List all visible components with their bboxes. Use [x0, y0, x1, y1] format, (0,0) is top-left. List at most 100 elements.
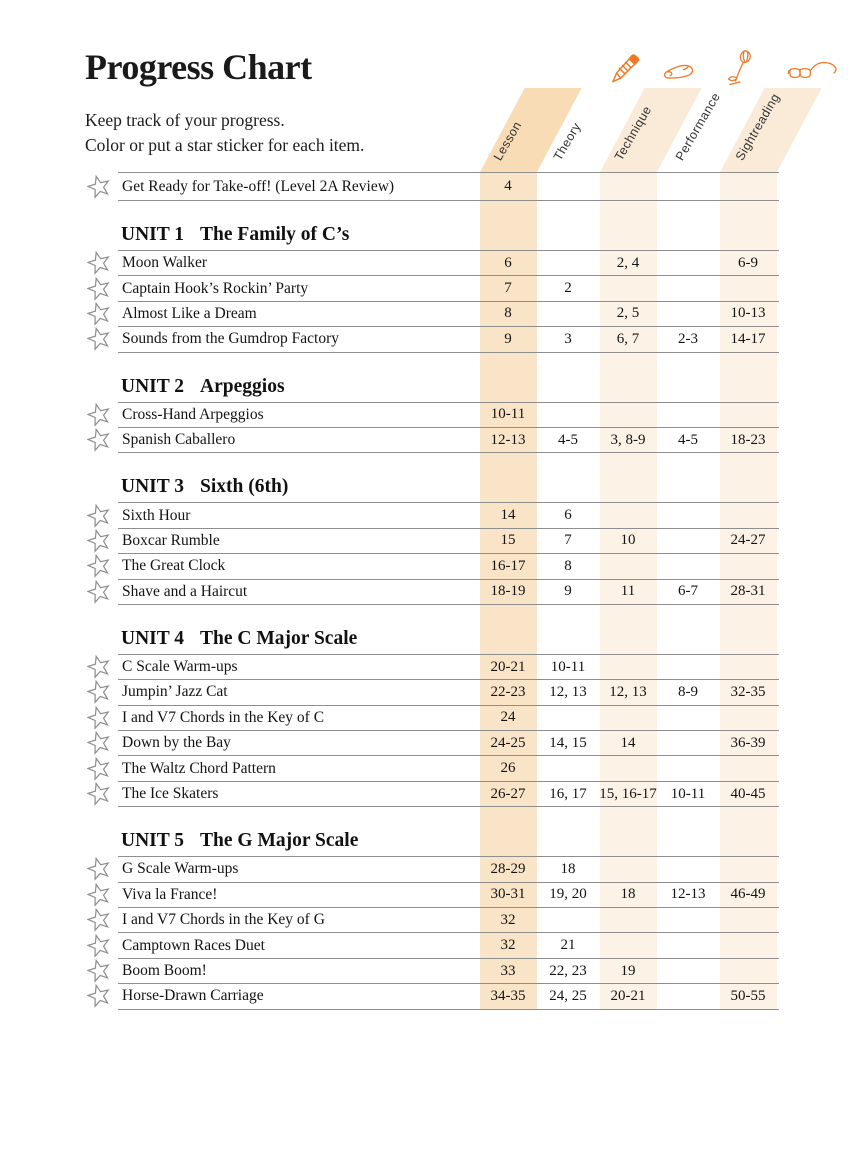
table-row: Camptown Races Duet 32 21 [86, 933, 780, 959]
cell-performance [657, 984, 720, 1008]
table-row: Boom Boom! 33 22, 23 19 [86, 958, 779, 985]
cell-lesson: 34-35 [490, 987, 526, 1004]
star-icon[interactable] [86, 554, 111, 579]
cell-sightreading: 40-45 [730, 785, 766, 802]
cell-performance [657, 756, 720, 780]
star-icon[interactable] [86, 503, 111, 528]
table-row: Captain Hook’s Rockin’ Party 7 2 [86, 276, 779, 302]
cell-technique [597, 655, 660, 679]
star-icon[interactable] [86, 654, 111, 679]
row-title: Boom Boom! [122, 962, 207, 979]
column-band-lesson [480, 172, 537, 1009]
row-title: The Ice Skaters [122, 785, 219, 803]
star-icon[interactable] [86, 907, 111, 933]
cell-theory: 8 [564, 557, 572, 574]
star-icon[interactable] [86, 705, 111, 730]
star-icon[interactable] [86, 680, 111, 705]
unit-name: Sixth (6th) [200, 476, 289, 498]
table-row: I and V7 Chords in the Key of C 24 [86, 705, 779, 732]
star-icon[interactable] [86, 276, 111, 301]
cell-theory: 3 [564, 330, 572, 347]
cell-technique [597, 706, 660, 730]
row-title: I and V7 Chords in the Key of C [122, 708, 325, 726]
cell-sightreading: 14-17 [730, 330, 766, 347]
cell-technique: 14 [620, 734, 636, 751]
cell-performance: 6-7 [678, 583, 698, 600]
star-icon[interactable] [86, 427, 111, 453]
cell-performance [657, 908, 720, 932]
flower-icon [727, 49, 753, 87]
table-row: Get Ready for Take-off! (Level 2A Review… [86, 173, 779, 201]
cell-lesson: 26-27 [490, 785, 526, 802]
cell-sightreading [717, 908, 780, 932]
star-icon[interactable] [86, 756, 111, 781]
cell-theory [537, 756, 600, 780]
cell-theory: 16, 17 [549, 785, 587, 802]
cell-lesson: 7 [504, 280, 512, 297]
unit-header: UNIT 1 The Family of C’s [118, 201, 779, 251]
cell-theory: 2 [564, 280, 572, 297]
cell-theory: 19, 20 [549, 886, 587, 903]
star-icon[interactable] [86, 402, 111, 427]
hand-icon [662, 58, 696, 83]
cell-theory [537, 251, 600, 275]
cell-theory: 14, 15 [549, 734, 587, 751]
unit-header: UNIT 5 The G Major Scale [118, 807, 779, 858]
cell-technique: 12, 13 [609, 683, 647, 700]
star-icon[interactable] [86, 984, 111, 1009]
page-title: Progress Chart [85, 47, 312, 87]
cell-sightreading [717, 503, 780, 527]
cell-theory: 10-11 [550, 658, 586, 675]
row-title: The Waltz Chord Pattern [122, 759, 276, 777]
table-row: Boxcar Rumble 15 7 10 24-27 [86, 528, 779, 555]
cell-sightreading: 46-49 [730, 886, 766, 903]
cell-theory: 18 [560, 860, 576, 877]
row-title: Viva la France! [122, 885, 218, 903]
unit-header: UNIT 3 Sixth (6th) [118, 453, 779, 504]
cell-lesson: 12-13 [490, 431, 526, 448]
star-icon[interactable] [86, 882, 111, 907]
cell-theory: 9 [564, 583, 572, 600]
unit-label: UNIT 1 [121, 224, 185, 245]
unit-name: Arpeggios [200, 375, 285, 397]
cell-performance [657, 554, 720, 578]
star-icon[interactable] [86, 579, 111, 604]
star-icon[interactable] [86, 857, 111, 882]
cell-lesson: 18-19 [490, 583, 526, 600]
star-icon[interactable] [86, 781, 111, 806]
star-icon[interactable] [86, 250, 111, 276]
cell-performance: 2-3 [678, 330, 698, 347]
cell-sightreading [717, 756, 780, 780]
star-icon[interactable] [86, 958, 111, 983]
cell-performance: 12-13 [670, 886, 706, 903]
unit-name: The G Major Scale [200, 830, 359, 852]
star-icon[interactable] [86, 327, 111, 352]
cell-sightreading: 32-35 [730, 683, 766, 700]
row-title: G Scale Warm-ups [122, 860, 239, 878]
table-row: I and V7 Chords in the Key of G 32 [86, 907, 780, 934]
cell-lesson: 32 [500, 937, 516, 954]
star-icon[interactable] [86, 528, 111, 553]
table-row: The Waltz Chord Pattern 26 [86, 756, 780, 782]
star-icon[interactable] [86, 301, 111, 326]
cell-theory: 24, 25 [549, 987, 587, 1004]
star-icon[interactable] [86, 174, 111, 199]
cell-performance [657, 933, 720, 957]
cell-sightreading [717, 933, 780, 957]
star-icon[interactable] [86, 933, 111, 958]
cell-theory: 21 [560, 937, 576, 954]
table-row: The Ice Skaters 26-27 16, 17 15, 16-17 1… [86, 781, 779, 808]
cell-technique: 20-21 [610, 987, 646, 1004]
unit-name: The Family of C’s [200, 224, 350, 245]
star-icon[interactable] [86, 730, 111, 756]
subtitle-line2: Color or put a star sticker for each ite… [85, 135, 365, 155]
row-title: Sounds from the Gumdrop Factory [122, 330, 339, 348]
cell-theory: 4-5 [558, 431, 578, 448]
cell-theory [537, 403, 600, 427]
cell-technique [597, 554, 660, 578]
cell-sightreading: 50-55 [730, 987, 766, 1004]
cell-lesson: 20-21 [490, 658, 526, 675]
cell-theory: 22, 23 [549, 962, 587, 979]
cell-performance [657, 857, 720, 881]
table-row: C Scale Warm-ups 20-21 10-11 [86, 654, 779, 681]
